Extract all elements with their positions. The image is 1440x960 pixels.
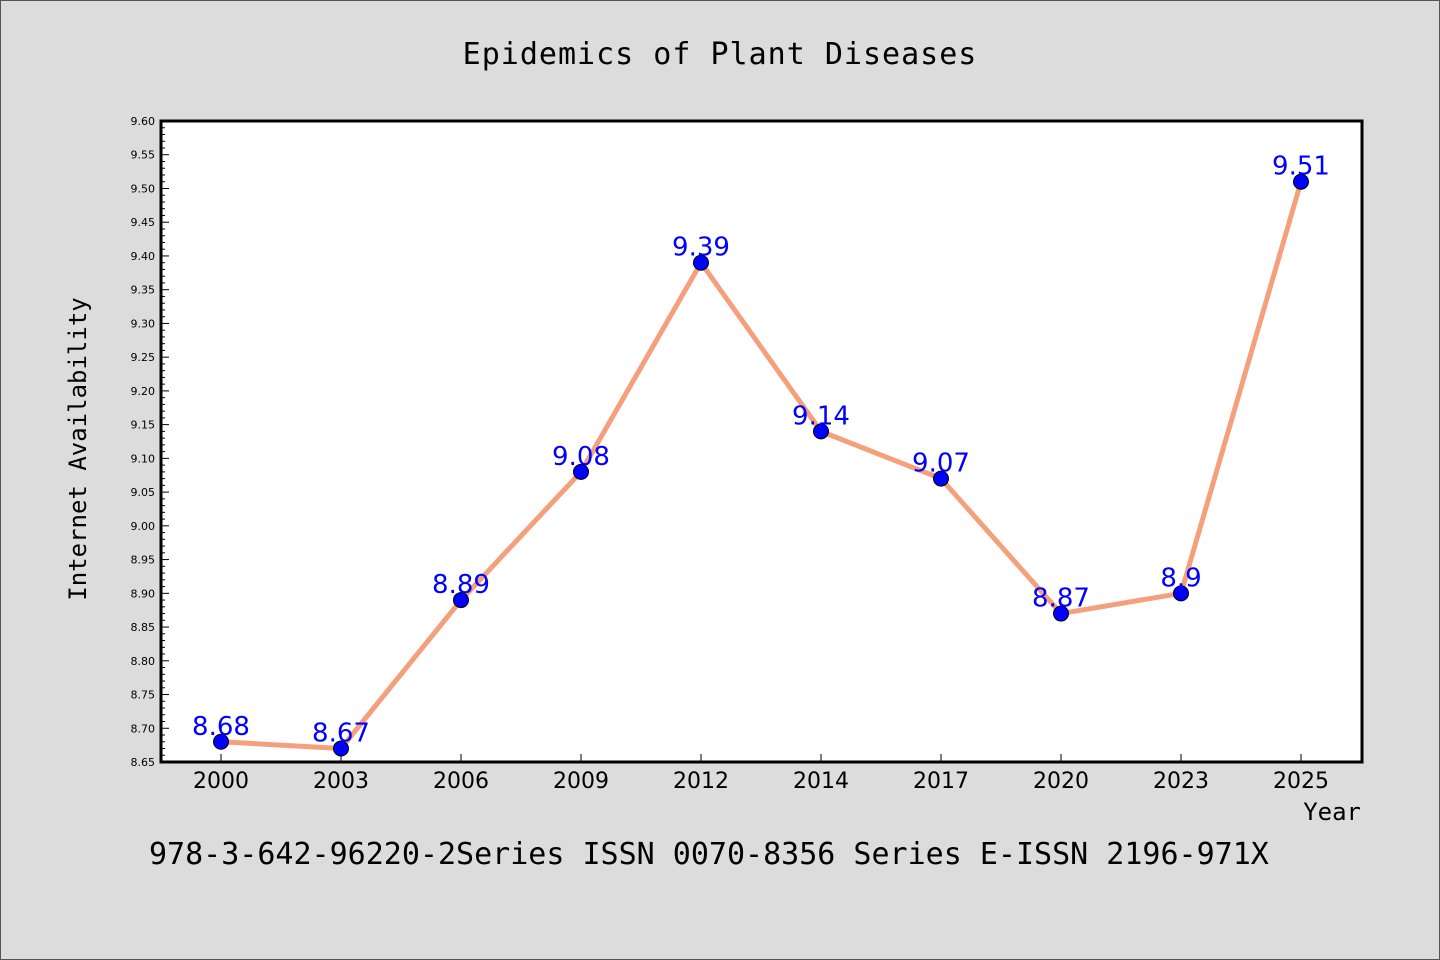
- x-tick-label: 2023: [1153, 769, 1209, 794]
- x-tick-label: 2003: [313, 769, 369, 794]
- data-point: [1173, 585, 1189, 602]
- y-tick-label: 9.45: [131, 216, 156, 229]
- data-label: 9.07: [912, 449, 970, 479]
- data-point: [933, 470, 949, 487]
- data-label: 8.68: [192, 712, 250, 742]
- chart-title: Epidemics of Plant Diseases: [463, 37, 978, 72]
- data-label: 9.14: [792, 401, 850, 431]
- x-axis-label: Year: [1303, 798, 1361, 826]
- footer-text: 978-3-642-96220-2Series ISSN 0070-8356 S…: [149, 837, 1269, 872]
- y-axis-ticks: 8.65 8.70 8.75 8.80 8.85 8.90 8.95 9.00 9.05 9.10…: [131, 115, 169, 769]
- y-tick-label: 9.20: [131, 385, 156, 398]
- data-label: 9.39: [672, 233, 730, 263]
- y-tick-label: 9.50: [131, 182, 156, 195]
- data-labels-layer: 8.68 8.67 8.89 9.08 9.39 9.14 9.07 8.87 8.9 9.51: [192, 152, 1330, 749]
- data-point: [1053, 605, 1069, 622]
- x-tick-label: 2009: [553, 769, 609, 794]
- y-tick-label: 9.25: [131, 351, 156, 364]
- y-tick-label: 9.55: [131, 149, 156, 162]
- x-tick-label: 2017: [913, 769, 969, 794]
- data-label: 8.87: [1032, 584, 1090, 614]
- x-tick-label: 2020: [1033, 769, 1089, 794]
- data-point: [693, 254, 709, 271]
- x-tick-label: 2000: [193, 769, 249, 794]
- y-tick-label: 8.65: [131, 756, 156, 769]
- data-label: 8.89: [432, 570, 490, 600]
- data-point: [333, 740, 349, 757]
- y-tick-label: 8.85: [131, 621, 156, 634]
- y-tick-label: 8.70: [131, 722, 156, 735]
- y-tick-label: 8.95: [131, 554, 156, 567]
- y-tick-label: 9.35: [131, 284, 156, 297]
- y-tick-label: 8.80: [131, 655, 156, 668]
- y-tick-label: 9.30: [131, 317, 156, 330]
- x-tick-label: 2025: [1273, 769, 1329, 794]
- y-tick-label: 9.05: [131, 486, 156, 499]
- y-tick-label: 8.75: [131, 689, 156, 702]
- data-point: [1293, 173, 1309, 190]
- data-point: [813, 423, 829, 440]
- x-tick-label: 2012: [673, 769, 729, 794]
- y-tick-label: 9.15: [131, 419, 156, 432]
- y-tick-label: 9.10: [131, 452, 156, 465]
- series-layer: [213, 173, 1309, 757]
- x-tick-label: 2006: [433, 769, 489, 794]
- y-tick-label: 9.40: [131, 250, 156, 263]
- y-tick-label: 9.00: [131, 520, 156, 533]
- y-tick-label: 9.60: [131, 115, 156, 128]
- x-tick-label: 2014: [793, 769, 849, 794]
- plot-area: [159, 119, 1364, 764]
- data-label: 9.08: [552, 442, 610, 472]
- x-axis-ticks: 2000 2003 2006 2009 2012 2014 2017 2020 2023 2025: [193, 754, 1329, 794]
- y-axis-label: Internet Availability: [64, 297, 92, 600]
- data-point: [213, 733, 229, 750]
- data-label: 9.51: [1272, 152, 1330, 182]
- y-tick-label: 8.90: [131, 587, 156, 600]
- data-label: 8.9: [1160, 563, 1201, 593]
- series-line: [220, 181, 1304, 752]
- data-point: [453, 592, 469, 609]
- data-label: 8.67: [312, 719, 370, 749]
- data-point: [573, 463, 589, 480]
